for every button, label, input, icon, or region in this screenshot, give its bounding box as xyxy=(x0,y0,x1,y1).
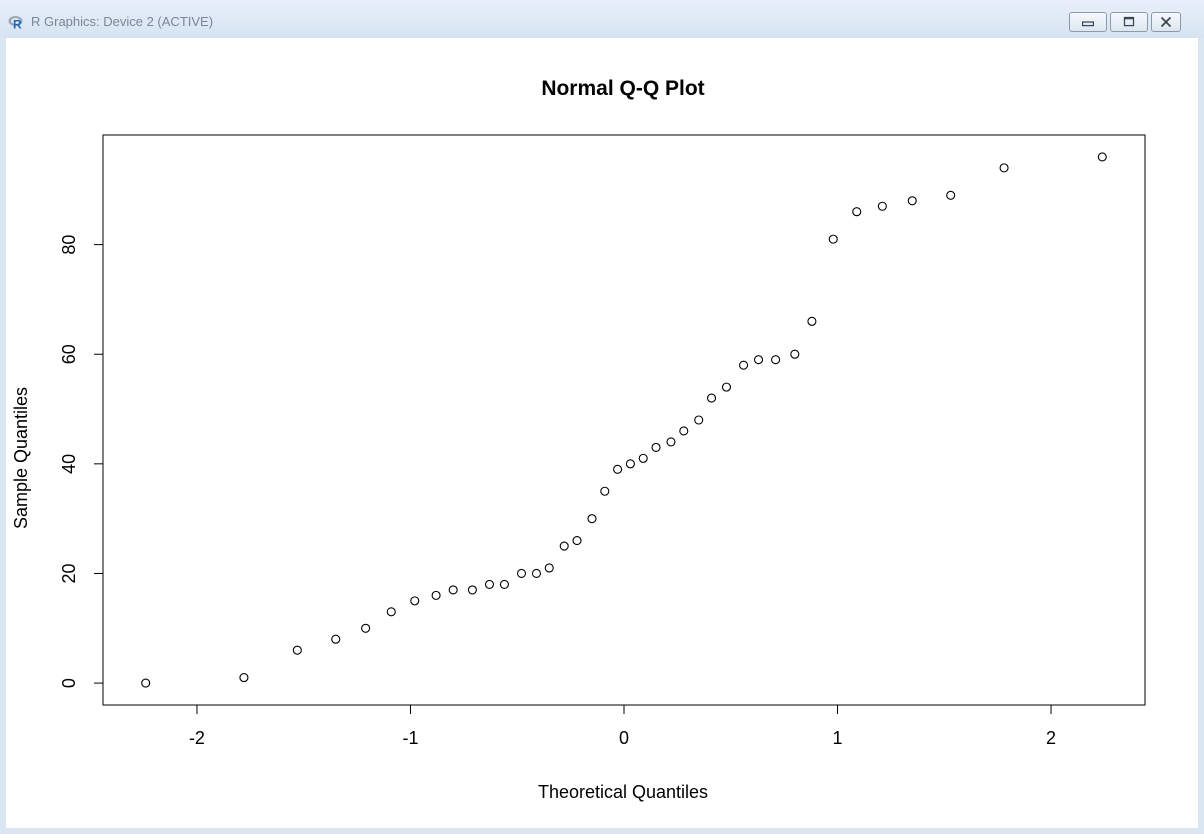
y-tick-label: 0 xyxy=(59,678,79,688)
data-point xyxy=(946,190,956,200)
data-point xyxy=(771,355,781,365)
minimize-button[interactable] xyxy=(1069,12,1107,32)
y-tick-label: 40 xyxy=(59,454,79,474)
data-point xyxy=(141,678,151,688)
maximize-icon xyxy=(1123,16,1135,27)
close-button[interactable] xyxy=(1151,12,1181,32)
data-point xyxy=(613,464,623,474)
data-point xyxy=(484,579,495,589)
data-point xyxy=(239,673,249,683)
x-axis: -2 -1 0 1 2 xyxy=(189,704,1056,748)
data-point xyxy=(828,234,838,244)
qq-plot: Normal Q-Q Plot -2 -1 0 1 2 0 20 40 60 80 Theore… xyxy=(11,77,1146,802)
data-point xyxy=(790,349,800,359)
x-tick-label: -1 xyxy=(402,728,418,748)
close-icon xyxy=(1160,16,1172,28)
data-point xyxy=(292,645,302,655)
data-point xyxy=(638,453,648,463)
data-point xyxy=(666,437,676,447)
y-tick-label: 20 xyxy=(59,563,79,583)
data-point xyxy=(448,585,458,595)
y-axis: 0 20 40 60 80 xyxy=(59,235,104,688)
y-tick-label: 60 xyxy=(59,344,79,364)
data-point xyxy=(679,426,689,436)
plot-area: Normal Q-Q Plot -2 -1 0 1 2 0 20 40 60 80 Theore… xyxy=(6,38,1198,828)
data-point xyxy=(753,355,764,365)
data-point xyxy=(331,634,341,644)
x-tick-label: 2 xyxy=(1046,728,1056,748)
plot-frame xyxy=(102,134,1146,706)
data-point xyxy=(877,201,887,211)
data-point xyxy=(499,579,509,589)
y-axis-label: Sample Quantiles xyxy=(11,387,31,529)
data-point xyxy=(587,514,597,524)
data-point xyxy=(807,316,817,326)
x-tick-label: 0 xyxy=(619,728,629,748)
data-point xyxy=(600,486,610,496)
svg-text:R: R xyxy=(13,18,22,31)
data-point xyxy=(1097,152,1107,162)
data-point xyxy=(516,568,527,579)
data-point xyxy=(721,382,732,392)
data-point xyxy=(361,623,371,633)
title-bar[interactable]: R R Graphics: Device 2 (ACTIVE) xyxy=(0,0,1204,38)
data-point xyxy=(625,459,635,469)
x-tick-label: 1 xyxy=(833,728,843,748)
window-title: R Graphics: Device 2 (ACTIVE) xyxy=(31,14,214,29)
r-logo-icon: R xyxy=(8,16,23,31)
data-points xyxy=(141,152,1107,688)
data-point xyxy=(431,590,441,600)
data-point xyxy=(852,207,862,217)
data-point xyxy=(559,541,569,551)
data-point xyxy=(386,607,396,617)
data-point xyxy=(999,163,1009,173)
y-tick-label: 80 xyxy=(59,235,79,255)
x-tick-label: -2 xyxy=(189,728,205,748)
minimize-icon xyxy=(1081,21,1095,27)
data-point xyxy=(907,196,917,206)
data-point xyxy=(544,563,554,573)
data-point xyxy=(739,360,749,370)
data-point xyxy=(572,536,582,546)
data-point xyxy=(410,596,420,606)
chart-title: Normal Q-Q Plot xyxy=(541,77,704,100)
data-point xyxy=(467,585,477,595)
maximize-button[interactable] xyxy=(1110,12,1148,32)
data-point xyxy=(706,393,717,403)
data-point xyxy=(531,568,542,579)
x-axis-label: Theoretical Quantiles xyxy=(538,782,708,802)
data-point xyxy=(651,442,661,452)
data-point xyxy=(694,415,704,425)
